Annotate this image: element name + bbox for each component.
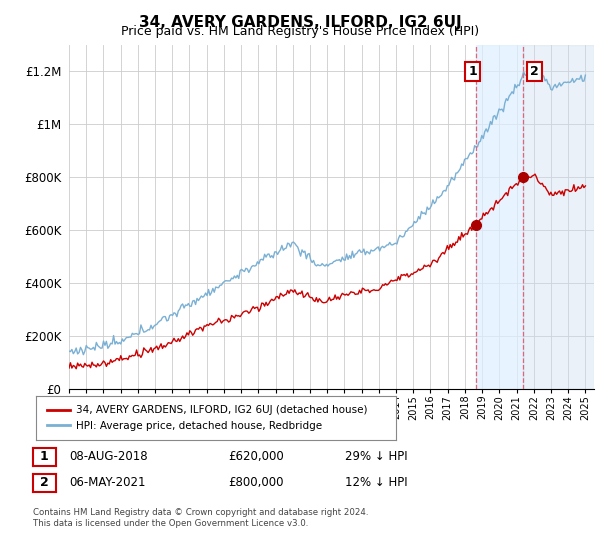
Text: £800,000: £800,000 (228, 476, 284, 489)
Text: Contains HM Land Registry data © Crown copyright and database right 2024.
This d: Contains HM Land Registry data © Crown c… (33, 508, 368, 528)
Text: 1: 1 (469, 65, 478, 78)
Text: 06-MAY-2021: 06-MAY-2021 (69, 476, 146, 489)
Text: 2: 2 (530, 65, 539, 78)
Text: 1: 1 (40, 450, 49, 464)
Legend: 34, AVERY GARDENS, ILFORD, IG2 6UJ (detached house), HPI: Average price, detache: 34, AVERY GARDENS, ILFORD, IG2 6UJ (deta… (41, 399, 373, 437)
Text: £620,000: £620,000 (228, 450, 284, 464)
Text: 29% ↓ HPI: 29% ↓ HPI (345, 450, 407, 464)
Text: 12% ↓ HPI: 12% ↓ HPI (345, 476, 407, 489)
Text: 34, AVERY GARDENS, ILFORD, IG2 6UJ: 34, AVERY GARDENS, ILFORD, IG2 6UJ (139, 15, 461, 30)
Text: 08-AUG-2018: 08-AUG-2018 (69, 450, 148, 464)
Bar (476, 45, 523, 389)
Bar (523, 45, 594, 389)
Text: 2: 2 (40, 476, 49, 489)
Text: Price paid vs. HM Land Registry's House Price Index (HPI): Price paid vs. HM Land Registry's House … (121, 25, 479, 38)
